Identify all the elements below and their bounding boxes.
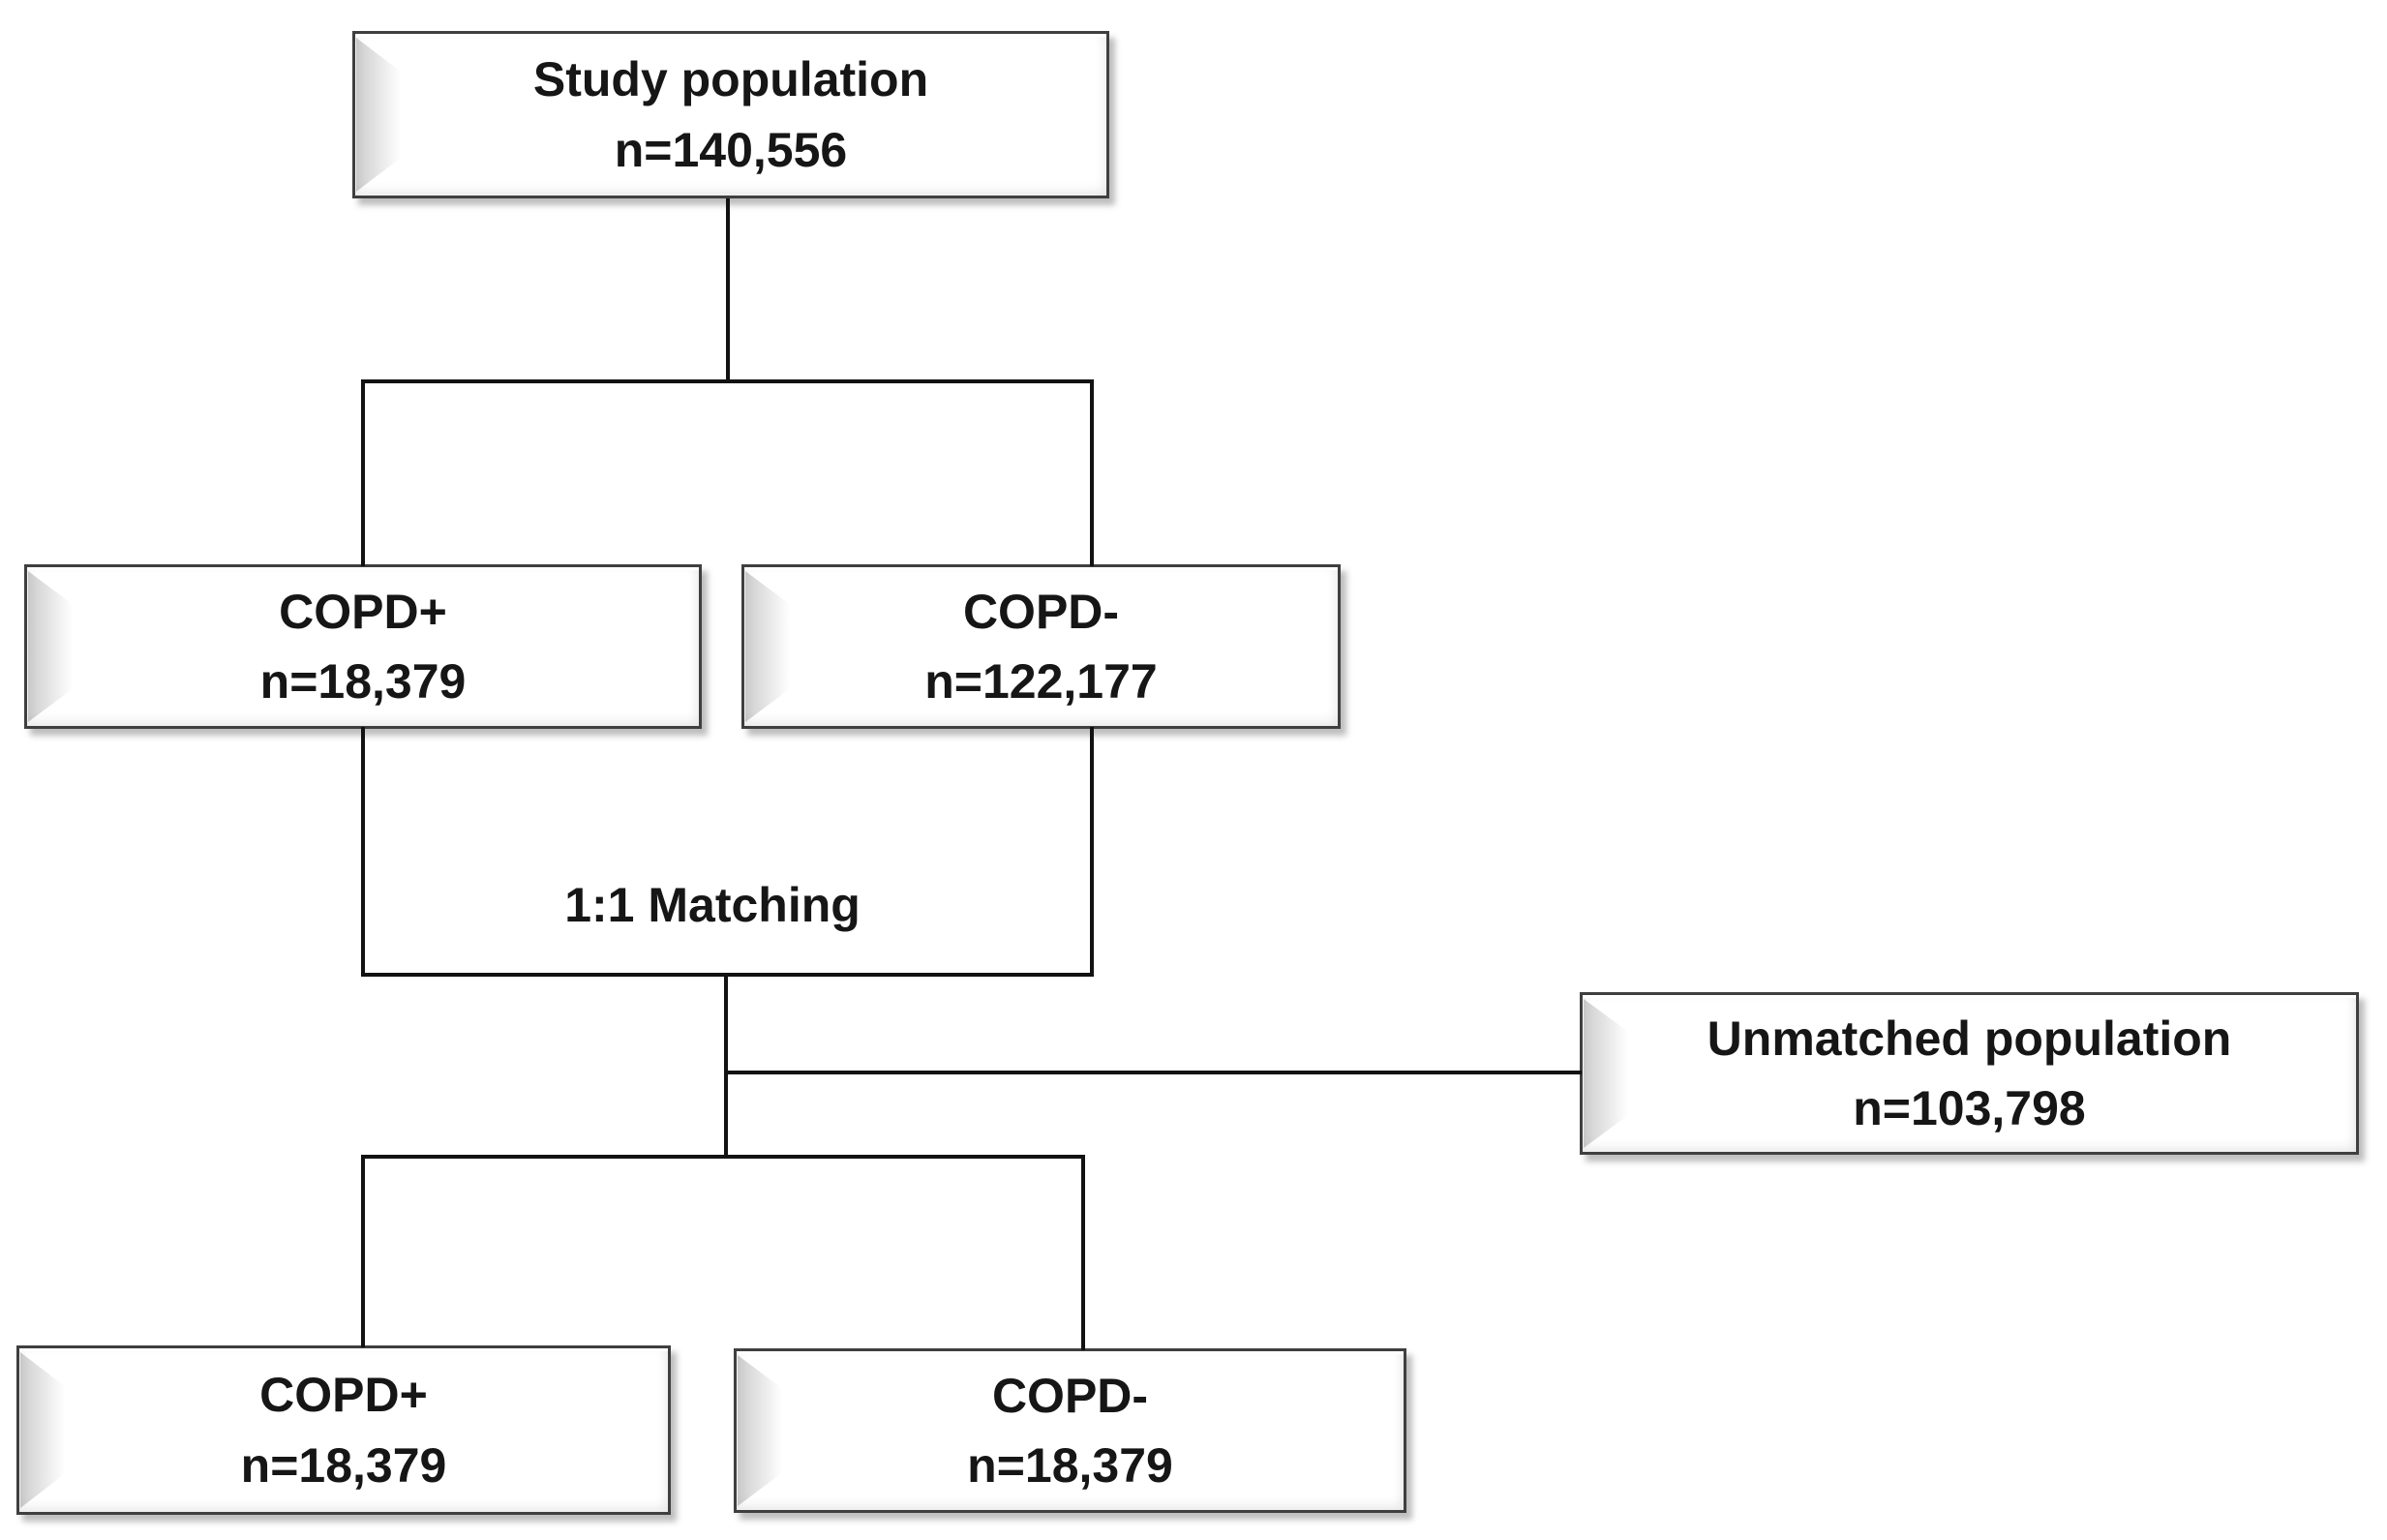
connector-copd-pos-to-merge [361,727,365,975]
node-count: n=18,379 [259,654,467,709]
node-label: COPD+ [259,1368,428,1422]
node-matched-copd-negative: COPD- n=18,379 [734,1348,1406,1513]
connector-split1-to-copd-neg [1090,381,1094,566]
connector-split1-horizontal [361,379,1094,383]
node-count: n=18,379 [967,1438,1173,1493]
connector-copd-neg-to-merge [1090,727,1094,975]
node-label: COPD- [991,1368,1149,1423]
node-study-population: Study population n=140,556 [352,31,1109,198]
connector-to-unmatched [726,1071,1582,1074]
node-unmatched-population: Unmatched population n=103,798 [1580,992,2359,1155]
node-count: n=122,177 [924,654,1158,709]
node-copd-positive: COPD+ n=18,379 [24,564,702,729]
node-label: Study population [532,52,929,106]
connector-split2-horizontal [361,1155,1085,1159]
node-label: Unmatched population [1707,1011,2232,1066]
connector-study-down [726,198,730,381]
node-copd-negative: COPD- n=122,177 [741,564,1341,729]
node-matched-copd-positive: COPD+ n=18,379 [16,1345,671,1515]
node-label: COPD- [962,584,1120,639]
connector-center-down [724,975,728,1159]
connector-split1-to-copd-pos [361,381,365,566]
node-count: n=18,379 [240,1437,447,1493]
connector-split2-to-matched-pos [361,1157,365,1347]
node-count: n=140,556 [614,122,848,177]
node-count: n=103,798 [1853,1081,2086,1135]
connector-split2-to-matched-neg [1081,1157,1085,1350]
node-label: COPD+ [279,584,447,639]
matching-annotation: 1:1 Matching [564,878,861,932]
